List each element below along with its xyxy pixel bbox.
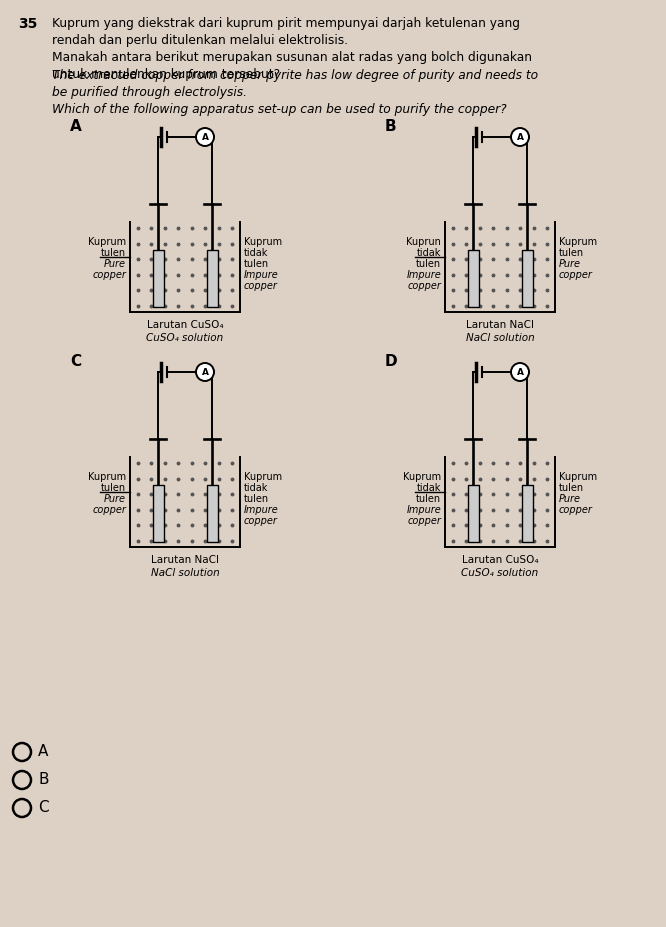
Bar <box>521 485 533 542</box>
Text: Kuprum: Kuprum <box>88 237 126 247</box>
Text: A: A <box>70 119 82 134</box>
Text: tulen: tulen <box>416 494 441 504</box>
Text: copper: copper <box>407 281 441 291</box>
Text: Kuprum: Kuprum <box>244 237 282 247</box>
Text: CuSO₄ solution: CuSO₄ solution <box>147 333 224 343</box>
Text: A: A <box>517 367 523 376</box>
Bar <box>153 485 163 542</box>
Text: copper: copper <box>92 505 126 515</box>
Text: Impure: Impure <box>406 270 441 280</box>
Text: A: A <box>202 133 208 142</box>
Text: Impure: Impure <box>406 505 441 515</box>
Text: Kuprum: Kuprum <box>244 472 282 482</box>
Text: Kuprum: Kuprum <box>88 472 126 482</box>
Text: Pure: Pure <box>559 259 581 269</box>
Bar <box>206 485 218 542</box>
Text: Kuprum: Kuprum <box>559 237 597 247</box>
Text: tidak: tidak <box>244 248 268 258</box>
Bar <box>468 250 478 307</box>
Text: CuSO₄ solution: CuSO₄ solution <box>462 568 539 578</box>
Text: Larutan NaCl: Larutan NaCl <box>466 320 534 330</box>
Text: A: A <box>202 367 208 376</box>
Text: NaCl solution: NaCl solution <box>466 333 534 343</box>
Text: NaCl solution: NaCl solution <box>151 568 219 578</box>
Text: Kuprum yang diekstrak dari kuprum pirit mempunyai darjah ketulenan yang
rendah d: Kuprum yang diekstrak dari kuprum pirit … <box>52 17 532 81</box>
Text: tulen: tulen <box>559 483 584 493</box>
Text: copper: copper <box>559 270 593 280</box>
Text: Larutan CuSO₄: Larutan CuSO₄ <box>147 320 223 330</box>
Text: copper: copper <box>244 516 278 526</box>
Text: B: B <box>385 119 397 134</box>
Bar <box>206 250 218 307</box>
Text: B: B <box>38 772 49 788</box>
Text: Larutan CuSO₄: Larutan CuSO₄ <box>462 555 538 565</box>
Bar <box>468 485 478 542</box>
Text: Kuprum: Kuprum <box>559 472 597 482</box>
Text: Impure: Impure <box>244 270 279 280</box>
Bar <box>153 250 163 307</box>
Circle shape <box>196 363 214 381</box>
Text: copper: copper <box>244 281 278 291</box>
Text: Pure: Pure <box>559 494 581 504</box>
Text: 35: 35 <box>18 17 37 31</box>
Text: C: C <box>38 801 49 816</box>
Text: copper: copper <box>407 516 441 526</box>
Text: tulen: tulen <box>416 259 441 269</box>
Text: Kuprun: Kuprun <box>406 237 441 247</box>
Text: tidak: tidak <box>244 483 268 493</box>
Text: Larutan NaCl: Larutan NaCl <box>151 555 219 565</box>
Circle shape <box>196 128 214 146</box>
Circle shape <box>511 363 529 381</box>
Text: Kuprum: Kuprum <box>403 472 441 482</box>
Text: A: A <box>38 744 49 759</box>
Text: tulen: tulen <box>101 248 126 258</box>
Text: copper: copper <box>92 270 126 280</box>
Text: C: C <box>70 354 81 369</box>
Text: A: A <box>517 133 523 142</box>
Text: tulen: tulen <box>244 259 269 269</box>
Text: The extracted copper from copper pyrite has low degree of purity and needs to
be: The extracted copper from copper pyrite … <box>52 69 538 116</box>
Text: tulen: tulen <box>101 483 126 493</box>
Text: copper: copper <box>559 505 593 515</box>
Bar <box>521 250 533 307</box>
Text: Impure: Impure <box>244 505 279 515</box>
Text: Pure: Pure <box>104 259 126 269</box>
Text: tulen: tulen <box>244 494 269 504</box>
Text: Pure: Pure <box>104 494 126 504</box>
Text: tidak: tidak <box>417 248 441 258</box>
Text: tidak: tidak <box>417 483 441 493</box>
Circle shape <box>511 128 529 146</box>
Text: D: D <box>385 354 398 369</box>
Text: tulen: tulen <box>559 248 584 258</box>
